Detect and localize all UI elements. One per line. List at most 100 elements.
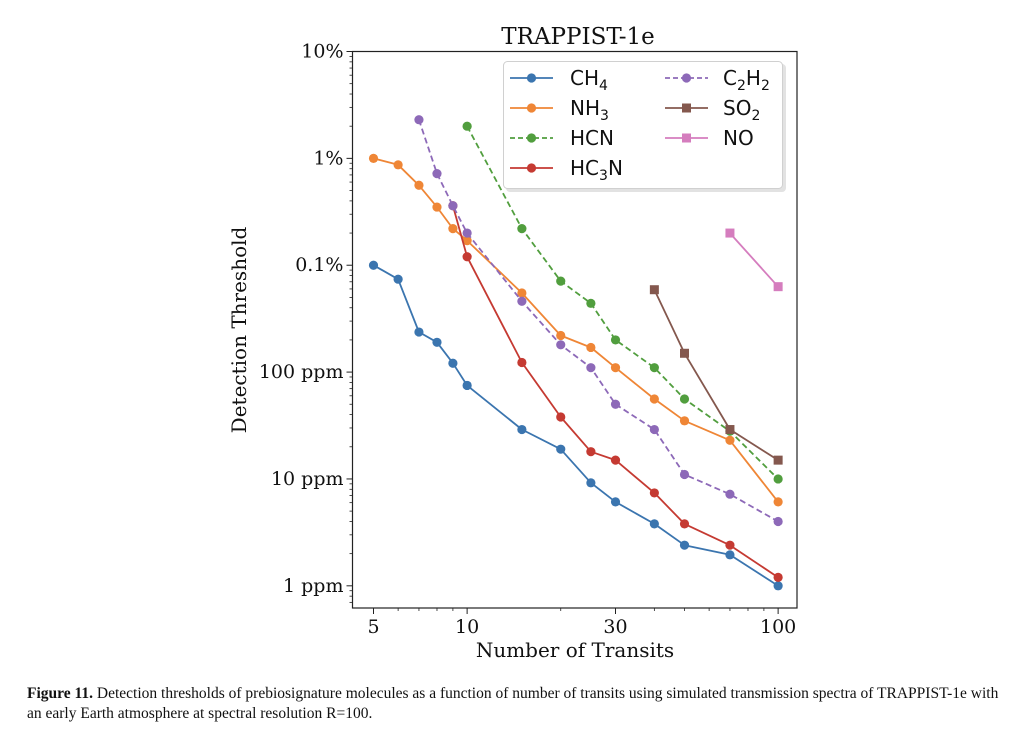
legend-item-ch4: CH4 (510, 66, 608, 94)
legend-marker (682, 133, 691, 143)
data-point (586, 478, 596, 488)
data-point (725, 425, 735, 435)
data-point (368, 153, 379, 163)
y-tick-label: 0.1% (295, 254, 343, 276)
series-line (373, 157, 779, 503)
series-line (452, 205, 779, 579)
chart-title: TRAPPIST-1e (501, 24, 654, 50)
legend-label: HCN (570, 126, 614, 150)
data-point (517, 224, 527, 234)
data-point (414, 327, 424, 337)
legend-label-subscript: 3 (600, 108, 609, 124)
legend-label-tail: N (608, 156, 623, 180)
legend-item-nh3: NH3 (510, 96, 609, 124)
data-point (610, 497, 621, 507)
data-point (462, 235, 472, 246)
legend-marker (526, 73, 537, 83)
data-point (432, 169, 442, 179)
series-hc3n (448, 201, 783, 582)
legend-label: NO (723, 126, 754, 150)
series-line (653, 289, 779, 461)
data-point (773, 581, 783, 591)
data-point (679, 469, 690, 480)
data-point (679, 540, 690, 550)
data-point (414, 180, 424, 190)
plot-area (368, 115, 783, 591)
legend-box (503, 61, 783, 189)
data-point (679, 519, 690, 529)
legend-label: C2H2 (723, 66, 770, 94)
legend-label-subscript: 4 (599, 78, 608, 94)
data-point (725, 489, 735, 499)
figure-caption: Figure 11. Detection thresholds of prebi… (27, 684, 1012, 724)
legend-item-hc3n: HC3N (510, 156, 623, 184)
y-tick-label: 100 ppm (259, 361, 344, 383)
data-point (773, 497, 783, 507)
y-axis-label: Detection Threshold (227, 226, 251, 433)
data-point (586, 298, 596, 308)
data-point (448, 224, 458, 234)
legend-marker (682, 103, 691, 113)
data-point (462, 252, 472, 262)
data-point (725, 435, 735, 445)
y-axis: 10% 1% 0.1% 100 ppm 10 ppm 1 ppm (259, 41, 353, 603)
data-point (462, 380, 472, 391)
data-point (649, 363, 659, 373)
data-point (517, 296, 527, 306)
data-point (556, 412, 566, 422)
data-point (725, 228, 735, 238)
data-point (368, 260, 379, 270)
legend-label-base: NO (723, 126, 754, 150)
data-point (679, 394, 690, 404)
x-tick-label: 100 (760, 616, 796, 638)
data-point (462, 121, 472, 131)
data-point (679, 416, 690, 426)
data-point (432, 202, 442, 212)
data-point (556, 330, 566, 341)
data-point (586, 363, 596, 373)
data-point (556, 276, 566, 286)
data-point (448, 201, 458, 211)
series-line (729, 232, 779, 288)
data-point (393, 160, 403, 170)
data-point (517, 357, 527, 368)
legend-item-hcn: HCN (510, 126, 614, 150)
legend-label-subscript: 3 (599, 168, 608, 184)
x-axis-label: Number of Transits (476, 638, 674, 662)
y-tick-label: 10 ppm (271, 468, 344, 490)
y-tick-label: 1% (313, 147, 343, 169)
series-no (725, 228, 783, 292)
detection-threshold-chart: TRAPPIST-1e 5 10 30 100 10% 1% 0.1% 100 ppm 10 … (227, 24, 798, 662)
data-point (725, 550, 735, 560)
data-point (610, 363, 621, 373)
data-point (610, 455, 621, 465)
caption-text: Detection thresholds of prebiosignature … (27, 685, 999, 722)
data-point (773, 455, 783, 465)
data-point (773, 282, 783, 292)
y-tick-label: 1 ppm (283, 575, 343, 597)
legend-label-subscript: 2 (761, 78, 770, 94)
data-point (649, 519, 659, 529)
data-point (773, 516, 783, 527)
series-nh3 (368, 153, 783, 507)
series-line (466, 125, 779, 480)
series-line (373, 264, 779, 587)
legend-marker (526, 163, 537, 173)
legend-marker (526, 103, 537, 113)
legend-label: SO2 (723, 96, 760, 124)
data-point (586, 447, 596, 457)
data-point (649, 394, 659, 404)
legend-label-base: NH (570, 96, 600, 120)
data-point (448, 358, 458, 368)
data-point (414, 115, 424, 125)
series-ch4 (368, 260, 783, 591)
series-c2h2 (414, 115, 783, 527)
data-point (556, 444, 566, 454)
data-point (649, 285, 659, 295)
caption-label: Figure 11. (27, 685, 94, 702)
data-point (773, 474, 783, 484)
legend-item-c2h2: C2H2 (665, 66, 770, 94)
legend-label: NH3 (570, 96, 609, 124)
legend-label-base: CH (570, 66, 599, 90)
